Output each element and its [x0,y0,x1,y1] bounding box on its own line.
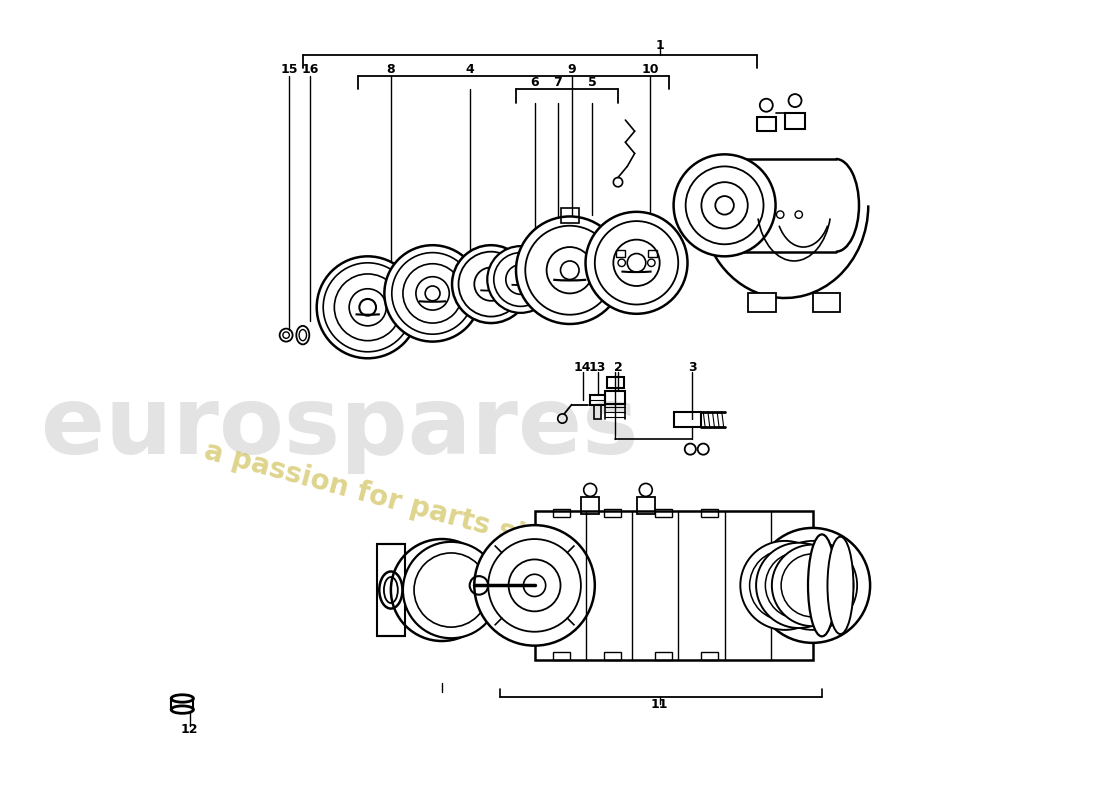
Circle shape [403,542,499,638]
Text: 12: 12 [182,722,198,735]
Bar [535,511,813,659]
Text: 13: 13 [588,361,606,374]
Bar [604,510,620,517]
Circle shape [317,256,419,358]
Bar [784,113,805,130]
Bar [648,250,657,258]
Bar [553,652,570,659]
Bar [702,510,718,517]
Text: 2: 2 [614,361,623,374]
Circle shape [585,212,688,314]
Bar [605,390,626,404]
Text: 6: 6 [530,77,539,90]
Circle shape [474,525,595,646]
Text: 1: 1 [656,39,664,52]
Circle shape [384,245,481,342]
Circle shape [756,528,870,643]
Bar [656,652,672,659]
Text: eurospares: eurospares [41,382,639,474]
Bar [673,412,702,427]
Bar [561,208,579,223]
Circle shape [756,542,842,628]
Text: 4: 4 [465,62,474,75]
Text: 14: 14 [574,361,592,374]
Bar [656,510,672,517]
Circle shape [772,545,854,626]
Text: 9: 9 [568,62,576,75]
Bar [748,294,775,312]
Circle shape [516,217,624,324]
Circle shape [452,245,530,323]
Text: 8: 8 [386,62,395,75]
Ellipse shape [827,537,854,634]
Circle shape [673,154,775,256]
Text: 5: 5 [587,77,596,90]
Circle shape [390,539,493,641]
Text: 7: 7 [553,77,562,90]
Circle shape [487,246,554,313]
Bar [637,498,656,514]
Bar [607,377,624,388]
Bar [616,250,626,258]
Bar [591,395,605,405]
Ellipse shape [808,534,836,636]
Bar [594,405,602,418]
Bar [757,118,776,131]
Text: 11: 11 [651,698,669,710]
Text: a passion for parts since 1985: a passion for parts since 1985 [200,437,664,586]
Bar [377,544,405,636]
Text: 10: 10 [641,62,659,75]
Circle shape [740,541,829,630]
Text: 15: 15 [280,62,298,75]
Bar [553,510,570,517]
Text: 3: 3 [688,361,696,374]
Bar [581,498,600,514]
Bar [702,652,718,659]
Text: 16: 16 [301,62,319,75]
Bar [604,652,620,659]
Bar [813,294,840,312]
